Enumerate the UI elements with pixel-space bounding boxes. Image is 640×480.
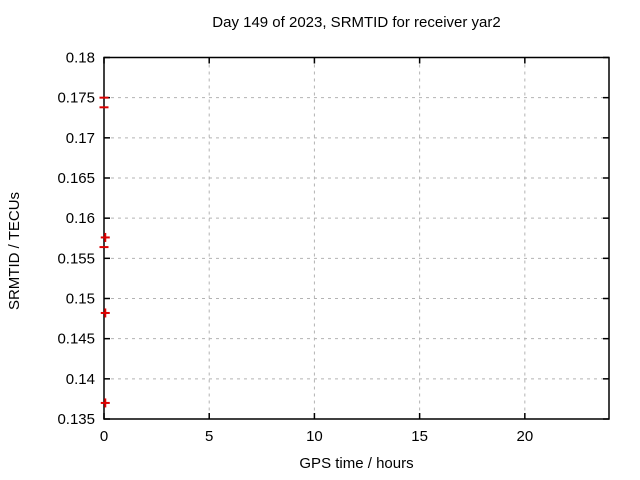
plot-border: [103, 56, 610, 420]
x-tick-label: 20: [516, 428, 533, 445]
y-tick-label: 0.14: [66, 371, 95, 388]
y-tick-label: 0.175: [57, 90, 95, 107]
y-tick-label: 0.16: [66, 210, 95, 227]
x-tick-label: 5: [205, 428, 213, 445]
y-tick-label: 0.145: [57, 331, 95, 348]
x-tick-label: 0: [100, 428, 108, 445]
y-tick-label: 0.15: [66, 291, 95, 308]
y-tick-label: 0.155: [57, 250, 95, 267]
y-tick-label: 0.165: [57, 170, 95, 187]
y-tick-label: 0.18: [66, 50, 95, 67]
y-tick-label: 0.135: [57, 411, 95, 428]
x-tick-label: 10: [306, 428, 323, 445]
y-tick-label: 0.17: [66, 130, 95, 147]
x-axis-label: GPS time / hours: [299, 455, 414, 472]
x-tick-label: 15: [411, 428, 428, 445]
chart-title: Day 149 of 2023, SRMTID for receiver yar…: [212, 14, 501, 31]
